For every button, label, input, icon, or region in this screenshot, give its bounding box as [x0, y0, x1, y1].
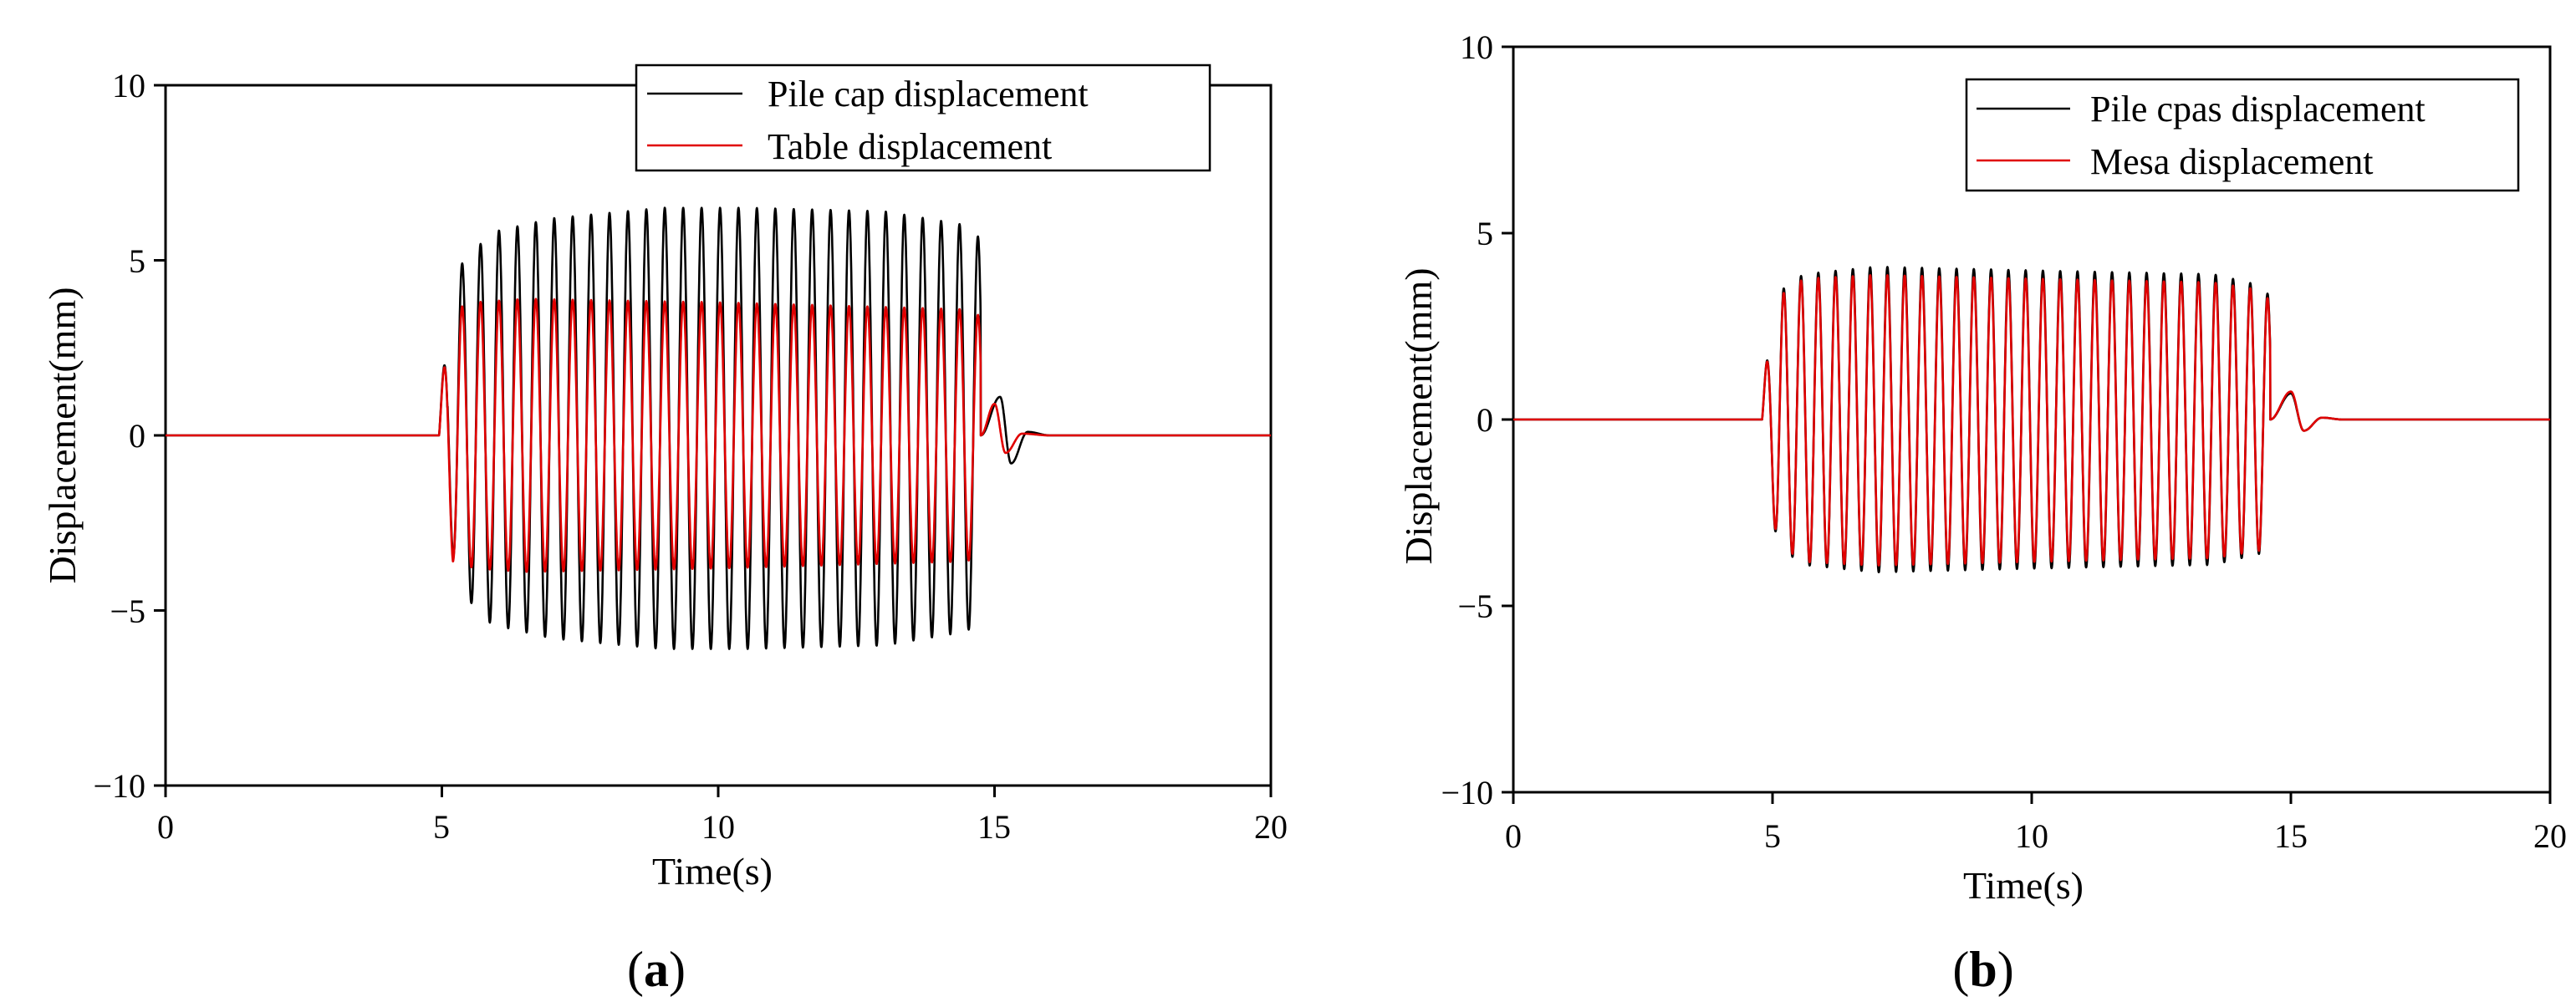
x-tick-label: 20: [1254, 808, 1288, 846]
legend-box: [1965, 78, 2520, 192]
x-tick-label: 20: [2533, 817, 2567, 855]
x-tick-label: 0: [1505, 817, 1522, 855]
y-tick-label: 10: [1460, 28, 1493, 66]
panel-label: (b): [1952, 942, 2013, 997]
x-axis-label: Time(s): [1963, 864, 2084, 907]
data-layer: [165, 206, 1272, 650]
y-tick-label: 5: [1477, 215, 1493, 252]
legend-entry: Pile cap displacement: [768, 74, 1089, 114]
y-tick-labels: −10 −5 0 5 10: [93, 67, 145, 805]
panel-label: (a): [627, 942, 686, 997]
series-line-red: [165, 298, 1272, 573]
legend-box: [635, 64, 1211, 172]
legend-entry: Mesa displacement: [2090, 141, 2373, 182]
x-ticks: [164, 786, 1273, 797]
y-tick-label: −10: [1441, 774, 1493, 811]
legend: Pile cap displacement Table displacement: [635, 64, 1211, 172]
x-ticks: [1512, 792, 2552, 804]
y-axis-label: Displacement(mm): [41, 287, 84, 583]
y-tick-label: 0: [1477, 401, 1493, 439]
x-tick-labels: 0 5 10 15 20: [1505, 817, 2567, 855]
y-ticks: [1502, 45, 1513, 794]
panel-b: 0 5 10 15 20 −10 −5 0 5 10 Time(s) Displ…: [1397, 28, 2567, 997]
y-tick-label: −5: [1457, 587, 1493, 625]
y-tick-label: 0: [129, 417, 145, 455]
x-tick-label: 15: [977, 808, 1011, 846]
data-layer: [1512, 266, 2552, 573]
x-tick-label: 10: [2015, 817, 2048, 855]
legend-entry: Pile cpas displacement: [2090, 89, 2426, 130]
x-tick-label: 5: [1764, 817, 1781, 855]
legend-entry: Table displacement: [768, 126, 1052, 167]
x-tick-label: 5: [433, 808, 450, 846]
y-tick-label: −5: [110, 593, 145, 630]
x-tick-label: 10: [701, 808, 735, 846]
panel-a: 0 5 10 15 20 −10 −5 0 5 10 Time(s) Displ…: [41, 64, 1288, 997]
x-axis-label: Time(s): [652, 850, 773, 893]
x-tick-label: 0: [157, 808, 174, 846]
y-tick-label: −10: [93, 767, 145, 805]
legend: Pile cpas displacement Mesa displacement: [1965, 78, 2520, 192]
y-tick-label: 10: [112, 67, 145, 104]
series-line-red: [1512, 274, 2552, 567]
y-ticks: [154, 84, 166, 787]
series-line-black: [165, 206, 1272, 650]
y-axis-label: Displacement(mm): [1397, 267, 1440, 564]
x-tick-labels: 0 5 10 15 20: [157, 808, 1288, 846]
y-tick-label: 5: [129, 242, 145, 280]
y-tick-labels: −10 −5 0 5 10: [1441, 28, 1493, 811]
x-tick-label: 15: [2274, 817, 2308, 855]
